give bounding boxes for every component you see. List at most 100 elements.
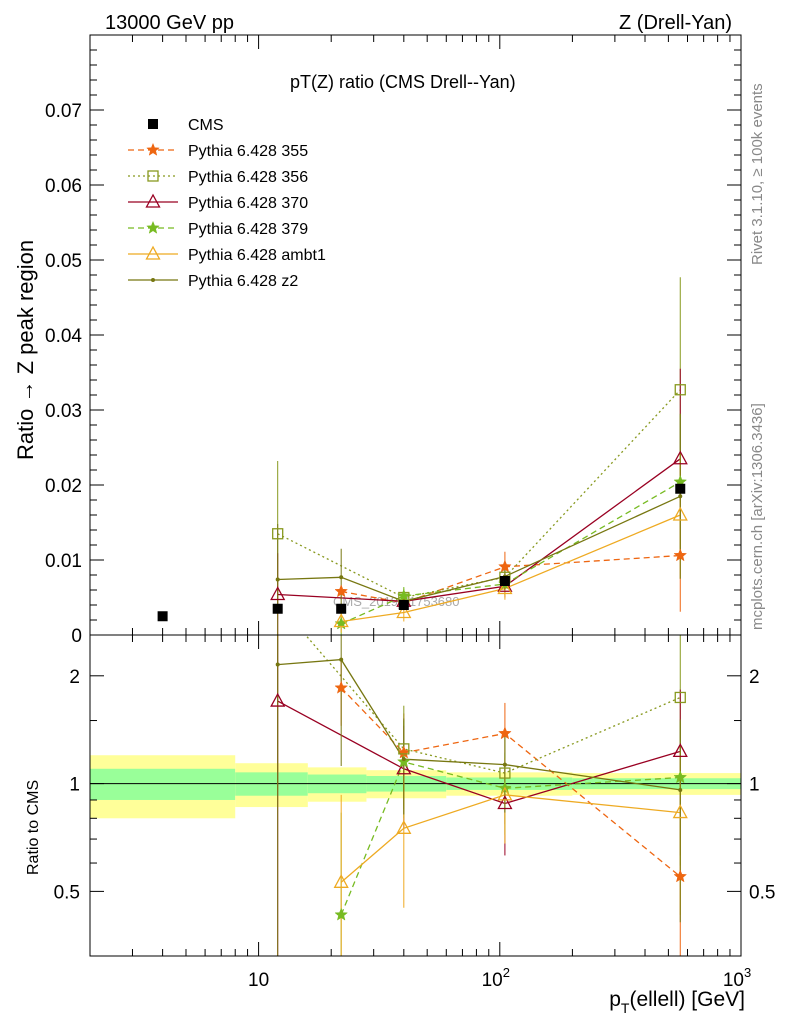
ratio-point	[672, 743, 688, 758]
x-tick-label: 102	[482, 965, 510, 991]
legend-label: Pythia 6.428 370	[188, 195, 308, 212]
ratio-point	[674, 691, 686, 704]
y-tick-label: 0.02	[45, 476, 82, 497]
data-point	[678, 494, 683, 499]
y-tick-label: 0.01	[45, 551, 82, 572]
x-axis-label-rest: (ellell) [GeV]	[629, 988, 745, 1011]
legend-label: Pythia 6.428 355	[188, 143, 308, 160]
ratio-y-tick-label: 0.5	[54, 882, 80, 903]
ratio-point	[499, 767, 511, 779]
series-line	[341, 554, 681, 604]
data-point	[157, 611, 168, 622]
y-tick-label: 0.05	[45, 251, 82, 272]
ratio-point	[678, 787, 683, 792]
ratio-point	[396, 754, 411, 768]
rivet-label: Rivet 3.1.10, ≥ 100k events	[749, 83, 766, 265]
legend-marker	[147, 170, 159, 182]
x-axis-label-sub: T	[621, 1000, 630, 1016]
ratio-point	[401, 757, 406, 762]
x-axis-label-p: p	[609, 988, 621, 1011]
data-point	[674, 384, 686, 396]
data-point	[339, 575, 344, 580]
ratio-series-group	[270, 635, 688, 956]
x-tick-label: 103	[723, 965, 751, 991]
legend-label: Pythia 6.428 ambt1	[188, 247, 326, 264]
legend-marker	[145, 193, 161, 208]
y-tick-label: 0.04	[45, 326, 82, 347]
data-point	[498, 559, 512, 573]
energy-label: 13000 GeV pp	[105, 12, 234, 34]
data-point	[497, 580, 513, 595]
y-tick-label: 0	[71, 626, 82, 647]
legend-label: Pythia 6.428 z2	[188, 273, 298, 290]
legend-label: Pythia 6.428 356	[188, 169, 308, 186]
ratio-y-tick-label: 2	[69, 667, 80, 688]
ratio-y-tick-label: 1	[69, 775, 80, 796]
ratio-point	[275, 662, 280, 667]
legend-marker	[146, 220, 160, 234]
ratio-frame	[89, 634, 742, 957]
ratio-y-tick-label-right: 1	[749, 775, 760, 796]
ratio-y-tick-label-right: 2	[749, 667, 760, 688]
ratio-point	[672, 804, 688, 819]
data-point	[396, 588, 411, 602]
data-point	[499, 576, 510, 586]
data-point	[672, 450, 688, 465]
data-point	[334, 584, 349, 598]
x-tick-exp: 2	[503, 965, 510, 980]
data-point	[272, 603, 283, 614]
legend-marker	[148, 119, 158, 129]
ratio-series-line	[340, 761, 681, 916]
ratio-point	[502, 762, 507, 767]
ratio-y-axis-label: Ratio to CMS	[25, 780, 42, 875]
legend-marker	[145, 245, 161, 260]
series-line	[340, 481, 681, 625]
series-line	[277, 495, 681, 602]
x-axis-label: pT(ellell) [GeV]	[609, 988, 745, 1016]
process-label: Z (Drell-Yan)	[619, 12, 732, 34]
ratio-series-line	[340, 794, 681, 883]
ratio-point	[673, 869, 688, 883]
data-point	[396, 604, 412, 619]
ratio-point	[270, 692, 286, 707]
ratio-point	[497, 795, 513, 810]
ratio-point	[673, 770, 688, 784]
ratio-point	[334, 907, 349, 921]
main-panel: 0 0.01 0.02 0.03 0.04 0.05 0.06 0.07 Ratio → Z p…	[13, 34, 742, 647]
y-tick-label: 0.03	[45, 401, 82, 422]
ratio-point	[339, 657, 344, 662]
ratio-point	[396, 819, 412, 834]
mcplots-label: mcplots.cern.ch [arXiv:1306.3436]	[749, 403, 766, 630]
data-point	[673, 548, 688, 562]
main-title: pT(Z) ratio (CMS Drell--Yan)	[290, 72, 516, 92]
y-tick-label: 0.07	[45, 101, 82, 122]
x-tick-base: 10	[482, 970, 503, 991]
x-tick-label: 10	[248, 970, 269, 991]
legend-marker	[151, 278, 155, 282]
legend-marker	[146, 142, 160, 156]
data-point	[336, 603, 347, 614]
ratio-point	[398, 743, 410, 755]
uncertainty-band-inner	[90, 768, 236, 800]
ratio-point	[396, 760, 412, 775]
ratio-y-tick-label-right: 0.5	[749, 882, 775, 903]
data-point	[270, 586, 286, 601]
series-line	[341, 514, 681, 623]
legend-label: Pythia 6.428 379	[188, 221, 308, 238]
data-point	[675, 483, 686, 494]
x-tick-base: 10	[723, 970, 744, 991]
data-point	[672, 506, 688, 521]
main-y-axis-label: Ratio → Z peak region	[13, 240, 38, 460]
ratio-point	[333, 873, 349, 888]
x-tick-exp: 3	[744, 965, 751, 980]
ratio-series-line	[340, 687, 681, 878]
y-tick-label: 0.06	[45, 176, 82, 197]
legend-label: CMS	[188, 117, 224, 134]
ratio-point	[498, 726, 512, 740]
series-line	[277, 389, 681, 599]
data-point	[275, 577, 280, 582]
ratio-point	[497, 786, 513, 801]
data-point	[333, 613, 349, 628]
